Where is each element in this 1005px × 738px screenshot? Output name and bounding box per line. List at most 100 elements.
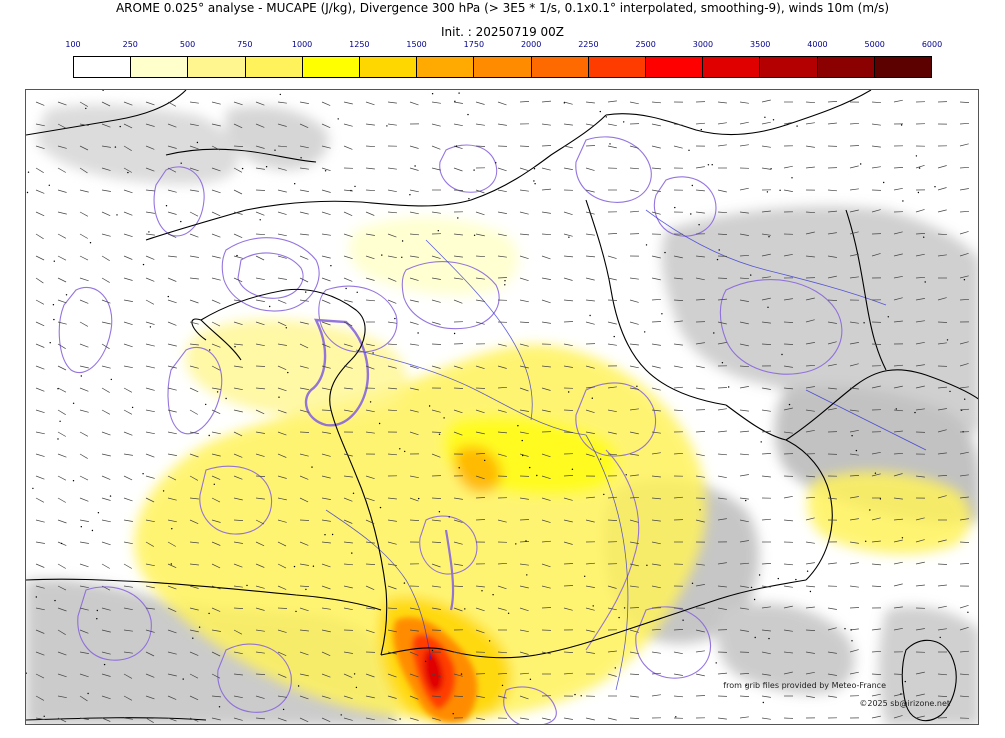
wind-barb — [937, 321, 948, 323]
wind-barb — [409, 189, 419, 193]
wind-barb — [629, 453, 639, 456]
colorbar-tick-label: 3500 — [750, 40, 771, 49]
station-dot — [218, 706, 221, 708]
colorbar-segment — [703, 57, 761, 77]
wind-barb — [739, 254, 750, 257]
station-dot — [592, 605, 594, 607]
wind-barb — [189, 255, 199, 258]
wind-barb — [277, 541, 287, 547]
wind-barb — [233, 321, 243, 326]
wind-barb — [365, 101, 375, 106]
wind-barb — [101, 541, 111, 546]
wind-barb — [695, 299, 706, 301]
wind-barb — [321, 431, 331, 434]
wind-barb — [783, 387, 794, 390]
wind-barb — [79, 145, 89, 151]
wind-barb — [673, 409, 684, 412]
wind-barb — [497, 673, 508, 675]
station-dot — [399, 718, 401, 720]
wind-barb — [35, 519, 45, 523]
wind-barb — [519, 277, 529, 282]
station-dot — [915, 155, 918, 157]
wind-barb — [431, 167, 441, 171]
wind-barb — [321, 343, 331, 348]
station-dot — [110, 378, 113, 381]
wind-barb — [299, 123, 309, 129]
station-dot — [352, 492, 355, 494]
station-dot — [350, 189, 352, 192]
wind-barb — [57, 101, 67, 106]
wind-barb — [431, 673, 441, 678]
wind-barb — [651, 277, 661, 281]
wind-barb — [321, 563, 331, 568]
weather-map[interactable]: from grib files provided by Meteo-France… — [25, 89, 979, 725]
station-dot — [241, 167, 244, 170]
wind-barb — [541, 585, 551, 589]
wind-barb — [299, 299, 309, 302]
wind-barb — [101, 651, 111, 655]
wind-barb — [167, 343, 177, 347]
station-dot — [213, 483, 215, 485]
wind-barb — [79, 123, 89, 127]
wind-barb — [35, 695, 45, 701]
wind-barb — [849, 276, 859, 279]
station-dot — [525, 540, 527, 542]
wind-barb — [409, 277, 419, 281]
wind-barb — [79, 717, 89, 720]
wind-barb — [79, 541, 89, 544]
station-dot — [750, 274, 752, 276]
wind-barb — [79, 233, 88, 239]
wind-barb — [431, 321, 441, 325]
wind-barb — [233, 563, 243, 568]
wind-barb — [827, 232, 837, 235]
wind-barb — [79, 629, 89, 634]
wind-barb — [629, 408, 639, 411]
wind-barb — [475, 365, 485, 370]
station-dot — [57, 438, 59, 440]
wind-barb — [233, 475, 243, 480]
station-dot — [26, 672, 27, 674]
coastlines-borders — [26, 90, 978, 722]
wind-barb — [563, 277, 573, 281]
wind-barb — [167, 299, 177, 304]
wind-barb — [343, 475, 353, 478]
wind-barb — [211, 475, 221, 480]
wind-barb — [519, 255, 529, 260]
wind-barb — [673, 123, 683, 126]
wind-barb — [189, 519, 199, 525]
station-dot — [209, 349, 211, 351]
wind-barb — [519, 101, 530, 103]
wind-barb — [783, 563, 794, 566]
station-dot — [103, 663, 106, 666]
station-dot — [768, 236, 770, 238]
wind-barb — [101, 475, 111, 480]
station-dot — [72, 480, 75, 482]
wind-barb — [607, 233, 618, 235]
wind-barb — [761, 651, 771, 655]
wind-barbs — [35, 99, 970, 723]
wind-barb — [717, 562, 727, 565]
wind-barb — [387, 453, 398, 456]
wind-barb — [497, 651, 508, 654]
wind-barb — [343, 497, 353, 502]
wind-barb — [101, 585, 111, 591]
wind-barb — [343, 299, 353, 303]
wind-barb — [123, 673, 133, 679]
station-dot — [369, 401, 372, 403]
wind-barb — [739, 187, 749, 191]
wind-barb — [695, 629, 705, 633]
wind-barb — [651, 167, 662, 170]
wind-barb — [431, 497, 442, 499]
wind-barb — [299, 233, 309, 236]
wind-barb — [497, 519, 507, 523]
wind-barb — [255, 563, 265, 568]
wind-barb — [299, 387, 309, 390]
wind-barb — [365, 607, 375, 610]
wind-barb — [959, 626, 969, 631]
colorbar-tick-label: 100 — [65, 40, 81, 49]
wind-barb — [123, 167, 132, 173]
wind-barb — [563, 123, 573, 126]
wind-barb — [563, 145, 573, 149]
wind-barb — [959, 143, 969, 147]
wind-barb — [101, 673, 111, 677]
